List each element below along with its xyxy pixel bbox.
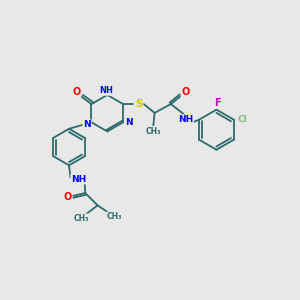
Text: N: N (125, 118, 133, 127)
Text: O: O (63, 192, 72, 203)
Text: O: O (72, 87, 80, 97)
Text: O: O (182, 87, 190, 97)
Text: N: N (83, 120, 91, 129)
Text: CH₃: CH₃ (107, 212, 122, 221)
Text: F: F (214, 98, 221, 108)
Text: Cl: Cl (237, 115, 247, 124)
Text: NH: NH (178, 115, 193, 124)
Text: CH₃: CH₃ (74, 214, 89, 223)
Text: NH: NH (71, 175, 86, 184)
Text: NH: NH (99, 86, 113, 95)
Text: S: S (135, 99, 142, 109)
Text: CH₃: CH₃ (146, 127, 161, 136)
